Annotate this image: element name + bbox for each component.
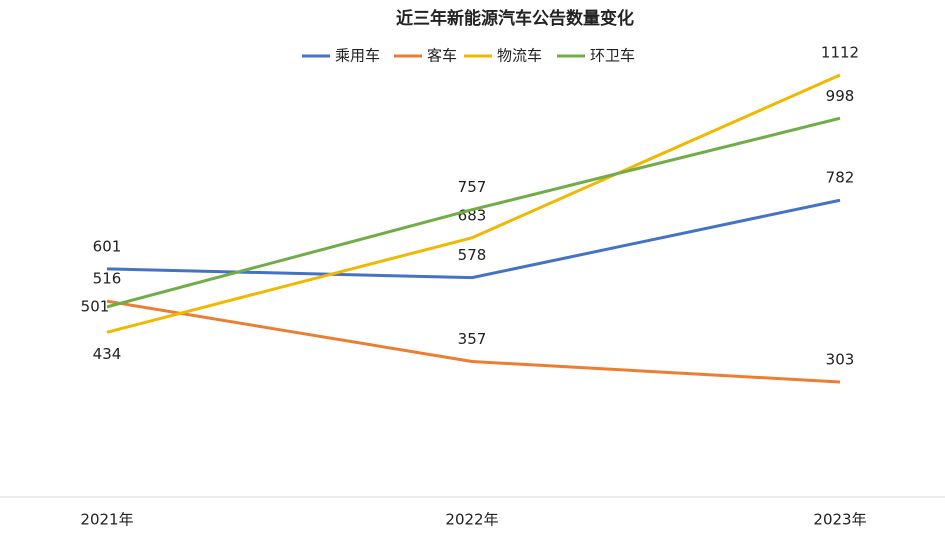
x-tick-label: 2022年 (445, 511, 498, 529)
line (106, 73, 841, 334)
data-label: 782 (826, 169, 855, 187)
line (106, 198, 841, 280)
data-label: 434 (93, 345, 122, 363)
legend-label: 客车 (427, 47, 457, 65)
data-label: 501 (81, 297, 110, 315)
data-label: 1112 (821, 43, 859, 61)
data-label: 357 (458, 330, 487, 348)
x-tick-label: 2023年 (813, 511, 866, 529)
line (106, 299, 841, 384)
data-label: 998 (826, 87, 855, 105)
legend-label: 乘用车 (335, 47, 380, 65)
legend-label: 物流车 (497, 47, 542, 65)
legend-label: 环卫车 (590, 47, 635, 65)
chart-title: 近三年新能源汽车公告数量变化 (396, 8, 634, 29)
data-label: 578 (458, 246, 487, 264)
data-label: 601 (93, 237, 122, 255)
line (106, 116, 841, 309)
data-label: 516 (93, 270, 122, 288)
data-label: 757 (458, 178, 487, 196)
data-label: 303 (826, 351, 855, 369)
x-tick-label: 2021年 (80, 511, 133, 529)
